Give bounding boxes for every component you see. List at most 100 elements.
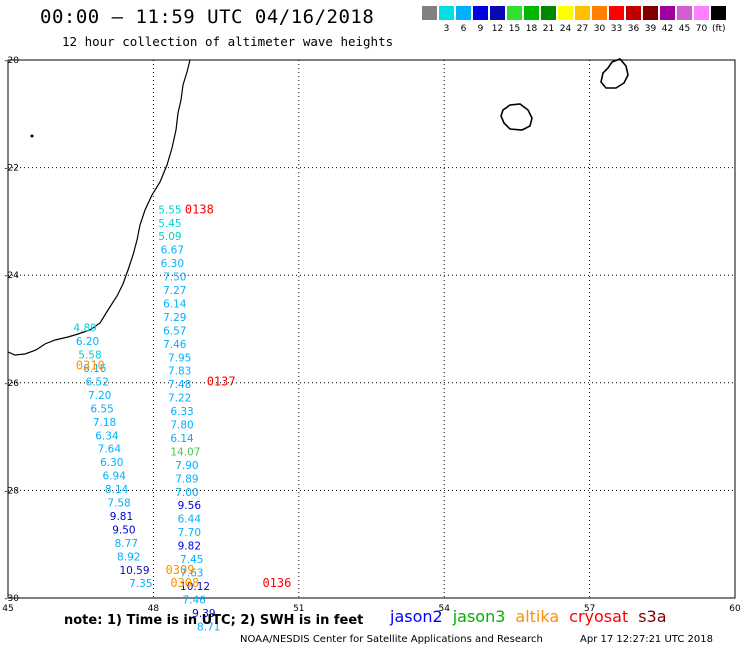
- wave-height-value: 5.55: [158, 204, 181, 216]
- orbit-number-label: 0136: [262, 576, 291, 590]
- wave-height-value: 9.82: [178, 541, 201, 553]
- footer-note: note: 1) Time is in UTC; 2) SWH is in fe…: [64, 613, 364, 628]
- wave-height-value: 9.56: [178, 500, 202, 512]
- wave-height-value: 10.59: [119, 565, 149, 577]
- wave-height-value: 6.94: [103, 471, 127, 483]
- mauritius-island: [600, 58, 629, 89]
- color-swatch: [490, 6, 505, 20]
- longitude-tick-label: 48: [148, 604, 160, 614]
- color-swatch: [422, 6, 437, 20]
- wave-height-value: 9.81: [110, 511, 133, 523]
- madagascar-coastline: [7, 59, 191, 356]
- wave-height-value: 7.35: [129, 578, 152, 590]
- map-grid: [7, 59, 736, 599]
- color-scale-label: 24: [559, 24, 572, 34]
- satellite-name: jason2: [390, 607, 443, 626]
- wave-height-value: 8.14: [105, 484, 129, 496]
- orbit-number-label: 0138: [185, 202, 214, 216]
- chart-title: 00:00 – 11:59 UTC 04/16/2018: [40, 6, 375, 28]
- longitude-tick-label: 45: [2, 604, 13, 614]
- color-swatch: [558, 6, 573, 20]
- wave-height-value: 9.50: [112, 524, 135, 536]
- wave-height-value: 7.27: [163, 285, 186, 297]
- color-swatch: [711, 6, 726, 20]
- orbit-number-label: 0309: [166, 563, 195, 577]
- longitude-tick-label: 54: [438, 604, 450, 614]
- wave-height-value: 7.45: [180, 554, 203, 566]
- wave-height-readings: 5.555.455.096.676.307.507.276.147.296.57…: [73, 204, 220, 633]
- generated-timestamp: Apr 17 12:27:21 UTC 2018: [580, 634, 713, 645]
- wave-height-value: 8.71: [197, 621, 220, 633]
- wave-height-value: 6.67: [161, 245, 184, 257]
- wave-height-value: 7.64: [98, 444, 122, 456]
- wave-height-value: 6.52: [86, 376, 109, 388]
- wave-height-value: 7.89: [175, 473, 198, 485]
- longitude-tick-label: 57: [584, 604, 595, 614]
- color-swatch: [694, 6, 709, 20]
- wave-height-value: 8.77: [115, 538, 138, 550]
- color-scale-label: 12: [491, 24, 504, 34]
- latitude-tick-label: -20: [4, 56, 19, 66]
- color-swatch: [439, 6, 454, 20]
- wave-height-value: 5.09: [158, 231, 181, 243]
- longitude-tick-label: 51: [293, 604, 304, 614]
- orbit-number-label: 0310: [76, 358, 105, 372]
- color-swatch: [541, 6, 556, 20]
- color-scale-label: 27: [576, 24, 589, 34]
- satellite-legend: jason2 jason3 altika cryosat s3a: [390, 607, 677, 626]
- color-swatch: [592, 6, 607, 20]
- color-scale-label: 6: [460, 24, 467, 34]
- color-scale-label: 9: [477, 24, 484, 34]
- color-swatch: [575, 6, 590, 20]
- wave-height-value: 6.33: [170, 406, 193, 418]
- wave-height-value: 7.95: [168, 352, 191, 364]
- wave-height-value: 6.16: [83, 363, 107, 375]
- wave-height-value: 14.07: [170, 446, 200, 458]
- satellite-name: altika: [515, 607, 560, 626]
- wave-height-value: 6.55: [90, 403, 113, 415]
- color-scale-label: 39: [644, 24, 657, 34]
- color-scale-label: 18: [525, 24, 538, 34]
- wave-height-value: 10.12: [180, 581, 210, 593]
- wave-height-value: 7.22: [168, 393, 191, 405]
- color-swatch: [643, 6, 658, 20]
- wave-height-value: 7.18: [93, 417, 116, 429]
- wave-height-value: 8.92: [117, 551, 140, 563]
- wave-height-value: 7.50: [163, 272, 186, 284]
- wave-height-value: 5.58: [78, 350, 101, 362]
- color-swatch: [456, 6, 471, 20]
- color-scale-label: 42: [661, 24, 674, 34]
- orbit-number-label: 0137: [207, 374, 236, 388]
- wave-height-value: 7.20: [88, 390, 111, 402]
- wave-height-value: 7.48: [168, 379, 191, 391]
- wave-height-value: 6.14: [170, 433, 194, 445]
- chart-subtitle: 12 hour collection of altimeter wave hei…: [62, 34, 394, 49]
- wave-height-value: 4.89: [73, 323, 96, 335]
- wave-height-value: 7.90: [175, 460, 198, 472]
- axis-tick-labels: 45 48 51 54 57 60 -20 -22 -24 -26 -28 -30: [2, 56, 740, 614]
- wave-height-value: 7.29: [163, 312, 186, 324]
- color-swatch: [609, 6, 624, 20]
- reunion-island: [500, 103, 533, 131]
- satellite-name: cryosat: [569, 607, 629, 626]
- wave-height-value: 7.46: [182, 594, 206, 606]
- latitude-tick-label: -22: [4, 164, 19, 174]
- latitude-tick-label: -30: [4, 594, 19, 604]
- color-scale-label: 3: [443, 24, 450, 34]
- color-swatch: [626, 6, 641, 20]
- wave-height-value: 7.80: [170, 420, 193, 432]
- wave-height-value: 7.58: [107, 498, 130, 510]
- wave-height-value: 6.44: [178, 514, 202, 526]
- wave-height-value: 7.63: [180, 567, 203, 579]
- credit-line: NOAA/NESDIS Center for Satellite Applica…: [240, 634, 543, 645]
- wave-height-value: 5.45: [158, 218, 181, 230]
- color-scale-label: 33: [610, 24, 623, 34]
- color-swatch: [660, 6, 675, 20]
- color-swatch: [473, 6, 488, 20]
- satellite-name: s3a: [638, 607, 667, 626]
- orbit-number-label: 0308: [170, 576, 199, 590]
- color-swatch: [507, 6, 522, 20]
- wave-height-value: 7.46: [163, 339, 187, 351]
